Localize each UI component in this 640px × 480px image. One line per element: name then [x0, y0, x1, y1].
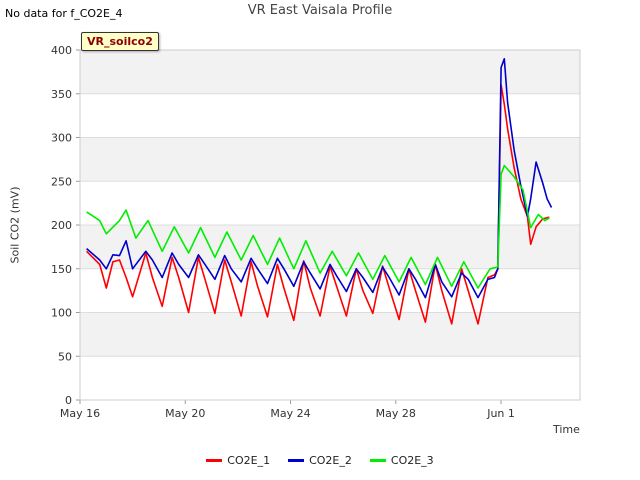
y-tick-label: 400 — [51, 44, 72, 57]
x-tick-label: Jun 1 — [486, 407, 515, 420]
y-tick-label: 250 — [51, 175, 72, 188]
y-tick-label: 300 — [51, 132, 72, 145]
legend-label: CO2E_2 — [309, 454, 352, 467]
series-lines — [86, 57, 553, 325]
grid-band — [80, 356, 580, 400]
y-tick-label: 200 — [51, 219, 72, 232]
x-tick-label: May 28 — [376, 407, 416, 420]
series-line-co2e-3 — [86, 164, 550, 289]
legend-item: CO2E_2 — [288, 454, 352, 467]
legend-swatch — [206, 459, 223, 462]
grid-band — [80, 93, 580, 138]
grid-band — [80, 312, 580, 357]
no-data-note: No data for f_CO2E_4 — [5, 7, 123, 20]
legend-swatch — [288, 459, 305, 462]
legend-label: CO2E_1 — [227, 454, 271, 467]
legend-label: CO2E_3 — [390, 454, 434, 467]
grid-band — [80, 181, 580, 225]
y-tick-label: 150 — [51, 263, 72, 276]
y-tick-label: 100 — [51, 307, 72, 320]
legend-item: CO2E_1 — [206, 454, 270, 467]
x-tick-label: May 20 — [165, 407, 205, 420]
series-line-co2e-2 — [86, 57, 553, 299]
grid-band — [80, 225, 580, 269]
y-tick-label: 0 — [65, 394, 72, 407]
x-tick-label: May 16 — [60, 407, 100, 420]
x-axis-label: Time — [553, 423, 580, 436]
legend-item: CO2E_3 — [369, 454, 434, 467]
chart-title: VR East Vaisala Profile — [247, 3, 393, 18]
y-tick-label: 350 — [51, 88, 72, 101]
y-tick-label: 50 — [58, 350, 72, 363]
x-tick-label: May 24 — [270, 407, 310, 420]
grid-band — [80, 137, 580, 182]
x-axis-ticks: May 16 May 20 May 24 May 28 Jun 1 — [60, 400, 515, 420]
grid-band — [80, 50, 580, 94]
site-badge: VR_soilco2 — [81, 32, 159, 51]
legend-swatch — [369, 459, 386, 462]
grid-band — [80, 268, 580, 313]
plot-frame — [79, 49, 581, 401]
legend: CO2E_1 CO2E_2 CO2E_3 — [0, 454, 640, 467]
